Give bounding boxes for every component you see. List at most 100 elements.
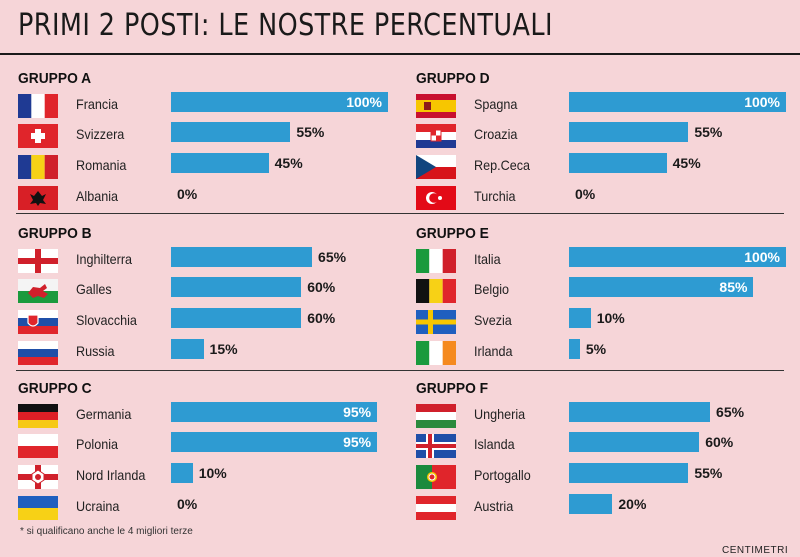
group-title: GRUPPO B bbox=[18, 225, 92, 242]
country-row: Ungheria 65% bbox=[416, 402, 796, 428]
country-label: Slovacchia bbox=[76, 312, 137, 328]
value-label: 65% bbox=[318, 249, 347, 265]
slovakia-flag bbox=[18, 310, 58, 334]
northern-ireland-flag bbox=[18, 465, 58, 489]
country-label: Svizzera bbox=[76, 126, 125, 142]
country-label: Albania bbox=[76, 188, 119, 204]
bar bbox=[171, 463, 193, 483]
country-label: Polonia bbox=[76, 436, 119, 452]
value-label: 100% bbox=[744, 249, 780, 265]
group-title: GRUPPO F bbox=[416, 380, 489, 397]
country-label: Romania bbox=[76, 157, 127, 173]
germany-flag bbox=[18, 404, 58, 428]
country-label: Croazia bbox=[474, 126, 518, 142]
iceland-flag bbox=[416, 434, 456, 458]
turkey-flag bbox=[416, 186, 456, 210]
country-row: Germania 95% bbox=[18, 402, 398, 428]
country-label: Ucraina bbox=[76, 498, 120, 514]
bar bbox=[569, 463, 689, 483]
country-label: Inghilterra bbox=[76, 251, 133, 267]
portugal-flag bbox=[416, 465, 456, 489]
country-row: Nord Irlanda 10% bbox=[18, 463, 398, 489]
bar bbox=[569, 122, 689, 142]
country-row: Svezia 10% bbox=[416, 308, 796, 334]
poland-flag bbox=[18, 434, 58, 458]
value-label: 15% bbox=[209, 341, 238, 357]
country-label: Francia bbox=[76, 96, 119, 112]
country-row: Francia 100% bbox=[18, 92, 398, 118]
bar bbox=[171, 432, 378, 452]
country-label: Nord Irlanda bbox=[76, 467, 146, 483]
bar bbox=[171, 277, 302, 297]
value-label: 95% bbox=[343, 404, 372, 420]
wales-flag bbox=[18, 279, 58, 303]
spain-flag bbox=[416, 94, 456, 118]
divider-row-1 bbox=[16, 213, 784, 214]
country-row: Spagna 100% bbox=[416, 92, 796, 118]
footnote: * si qualificano anche le 4 migliori ter… bbox=[20, 526, 193, 537]
hungary-flag bbox=[416, 404, 456, 428]
country-label: Irlanda bbox=[474, 343, 513, 359]
value-label: 55% bbox=[694, 124, 723, 140]
country-label: Rep.Ceca bbox=[474, 157, 531, 173]
country-row: Svizzera 55% bbox=[18, 122, 398, 148]
country-label: Austria bbox=[474, 498, 514, 514]
divider-row-2 bbox=[16, 370, 784, 371]
country-row: Italia 100% bbox=[416, 247, 796, 273]
value-label: 45% bbox=[672, 155, 701, 171]
country-row: Ucraina 0% bbox=[18, 494, 398, 520]
page-title: PRIMI 2 POSTI: LE NOSTRE PERCENTUALI bbox=[18, 8, 553, 43]
country-label: Portogallo bbox=[474, 467, 531, 483]
bar bbox=[171, 247, 313, 267]
czech-flag bbox=[416, 155, 456, 179]
group-title: GRUPPO D bbox=[416, 70, 490, 87]
value-label: 55% bbox=[296, 124, 325, 140]
country-row: Albania 0% bbox=[18, 184, 398, 210]
country-label: Russia bbox=[76, 343, 115, 359]
country-row: Portogallo 55% bbox=[416, 463, 796, 489]
country-label: Islanda bbox=[474, 436, 515, 452]
group-title: GRUPPO C bbox=[18, 380, 92, 397]
croatia-flag bbox=[416, 124, 456, 148]
romania-flag bbox=[18, 155, 58, 179]
bar bbox=[171, 308, 302, 328]
country-label: Ungheria bbox=[474, 406, 526, 422]
country-label: Spagna bbox=[474, 96, 518, 112]
title-rule bbox=[0, 53, 800, 55]
value-label: 100% bbox=[346, 94, 382, 110]
bar bbox=[569, 402, 711, 422]
value-label: 20% bbox=[618, 496, 647, 512]
country-row: Croazia 55% bbox=[416, 122, 796, 148]
value-label: 5% bbox=[585, 341, 607, 357]
group-title: GRUPPO E bbox=[416, 225, 489, 242]
switzerland-flag bbox=[18, 124, 58, 148]
value-label: 0% bbox=[177, 186, 198, 202]
ireland-flag bbox=[416, 341, 456, 365]
country-row: Austria 20% bbox=[416, 494, 796, 520]
albania-flag bbox=[18, 186, 58, 210]
belgium-flag bbox=[416, 279, 456, 303]
bar bbox=[569, 277, 754, 297]
value-label: 85% bbox=[719, 279, 748, 295]
country-row: Polonia 95% bbox=[18, 432, 398, 458]
italy-flag bbox=[416, 249, 456, 273]
country-label: Turchia bbox=[474, 188, 516, 204]
country-label: Galles bbox=[76, 281, 112, 297]
value-label: 0% bbox=[575, 186, 596, 202]
value-label: 60% bbox=[307, 279, 336, 295]
country-row: Islanda 60% bbox=[416, 432, 796, 458]
country-label: Svezia bbox=[474, 312, 512, 328]
country-row: Galles 60% bbox=[18, 277, 398, 303]
value-label: 10% bbox=[198, 465, 227, 481]
russia-flag bbox=[18, 341, 58, 365]
england-flag bbox=[18, 249, 58, 273]
country-row: Belgio 85% bbox=[416, 277, 796, 303]
country-row: Slovacchia 60% bbox=[18, 308, 398, 334]
bar bbox=[171, 402, 378, 422]
value-label: 95% bbox=[343, 434, 372, 450]
country-row: Irlanda 5% bbox=[416, 339, 796, 365]
value-label: 60% bbox=[705, 434, 734, 450]
bar bbox=[569, 339, 580, 359]
country-row: Rep.Ceca 45% bbox=[416, 153, 796, 179]
bar bbox=[171, 153, 269, 173]
